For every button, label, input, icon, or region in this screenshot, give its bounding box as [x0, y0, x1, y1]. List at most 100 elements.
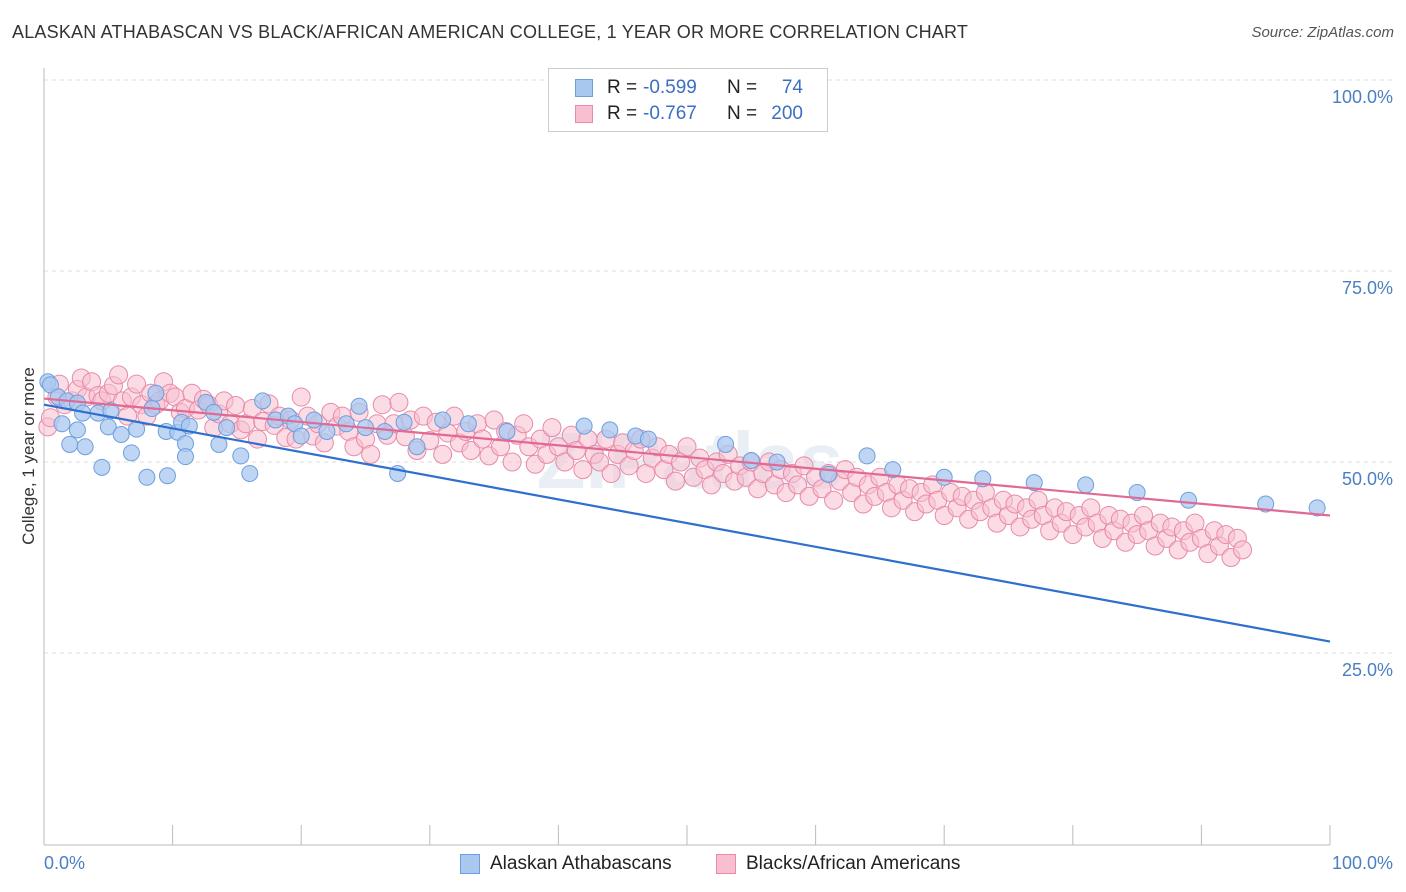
point-alaskan-athabascan — [1077, 476, 1095, 494]
point-alaskan-athabascan — [122, 444, 140, 462]
point-alaskan-athabascan — [93, 458, 111, 476]
point-alaskan-athabascan — [350, 397, 368, 415]
grid-lines — [44, 79, 1396, 654]
point-alaskan-athabascan — [218, 419, 236, 437]
legend-swatch-athabascan — [575, 79, 593, 97]
point-alaskan-athabascan — [408, 438, 426, 456]
legend-label: Alaskan Athabascans — [490, 853, 672, 874]
point-alaskan-athabascan — [717, 435, 735, 453]
point-alaskan-athabascan — [147, 384, 165, 402]
point-alaskan-athabascan — [1308, 499, 1326, 517]
x-tick-label-min: 0.0% — [44, 853, 85, 873]
point-alaskan-athabascan — [102, 402, 120, 420]
point-alaskan-athabascan — [241, 464, 259, 482]
n-label: N = — [727, 77, 758, 98]
point-black-african-american — [1233, 540, 1253, 560]
trend-line-athabascan — [43, 403, 1331, 643]
point-black-african-american — [109, 365, 129, 385]
point-black-african-american — [677, 437, 697, 457]
point-alaskan-athabascan — [601, 421, 619, 439]
point-black-african-american — [389, 392, 409, 412]
legend-swatch-black — [575, 105, 593, 123]
n-value: 200 — [771, 103, 803, 124]
point-alaskan-athabascan — [395, 413, 413, 431]
y-axis-label: College, 1 year or more — [19, 367, 38, 545]
point-alaskan-athabascan — [858, 447, 876, 465]
point-alaskan-athabascan — [76, 438, 94, 456]
point-black-african-american — [665, 471, 685, 491]
series-legend: Alaskan Athabascans Blacks/African Ameri… — [0, 852, 1406, 878]
point-black-african-american — [484, 410, 504, 430]
point-alaskan-athabascan — [292, 427, 310, 445]
point-black-african-american — [502, 452, 522, 472]
trend-lines — [43, 397, 1331, 643]
point-black-african-american — [433, 444, 453, 464]
point-black-african-american — [601, 463, 621, 483]
axes — [43, 68, 1331, 846]
point-black-african-american — [824, 490, 844, 510]
chart-title: ALASKAN ATHABASCAN VS BLACK/AFRICAN AMER… — [12, 22, 969, 42]
point-alaskan-athabascan — [254, 392, 272, 410]
point-alaskan-athabascan — [205, 403, 223, 421]
point-alaskan-athabascan — [53, 415, 71, 433]
point-alaskan-athabascan — [639, 430, 657, 448]
y-tick-label: 75.0% — [1342, 278, 1393, 298]
point-alaskan-athabascan — [498, 422, 516, 440]
legend-swatch-black — [716, 854, 736, 874]
source-credit: Source: ZipAtlas.com — [1251, 24, 1394, 41]
point-alaskan-athabascan — [1257, 495, 1275, 513]
x-tick-label-max: 100.0% — [1332, 853, 1393, 873]
point-black-african-american — [291, 387, 311, 407]
r-label: R = — [607, 103, 638, 124]
point-black-african-american — [590, 452, 610, 472]
r-value: -0.599 — [643, 77, 697, 98]
point-black-african-american — [555, 452, 575, 472]
point-alaskan-athabascan — [41, 376, 59, 394]
legend-row-black: R = -0.767 N = 200 — [549, 101, 827, 127]
point-alaskan-athabascan — [138, 468, 156, 486]
point-alaskan-athabascan — [232, 447, 250, 465]
point-black-african-american — [372, 395, 392, 415]
legend-swatch-athabascan — [460, 854, 480, 874]
point-alaskan-athabascan — [1025, 474, 1043, 492]
point-alaskan-athabascan — [376, 422, 394, 440]
n-label: N = — [727, 103, 758, 124]
point-black-african-american — [542, 418, 562, 438]
point-black-african-american — [701, 475, 721, 495]
point-alaskan-athabascan — [68, 421, 86, 439]
data-points — [38, 365, 1326, 567]
y-tick-label: 25.0% — [1342, 660, 1393, 680]
point-black-african-american — [461, 441, 481, 461]
tick-labels: 25.0% 50.0% 75.0% 100.0% 0.0% 100.0% — [44, 87, 1393, 873]
point-black-african-american — [573, 460, 593, 480]
point-alaskan-athabascan — [1180, 491, 1198, 509]
point-black-african-american — [226, 395, 246, 415]
r-label: R = — [607, 77, 638, 98]
n-value: 74 — [781, 77, 803, 98]
point-black-african-american — [361, 444, 381, 464]
legend-row-athabascan: R = -0.599 N = 74 — [549, 75, 827, 101]
legend-label: Blacks/African Americans — [746, 853, 961, 874]
point-alaskan-athabascan — [575, 417, 593, 435]
point-black-african-american — [514, 414, 534, 434]
point-alaskan-athabascan — [434, 411, 452, 429]
point-alaskan-athabascan — [337, 415, 355, 433]
y-tick-label: 50.0% — [1342, 469, 1393, 489]
point-alaskan-athabascan — [768, 453, 786, 471]
point-black-african-american — [127, 374, 147, 394]
point-alaskan-athabascan — [305, 411, 323, 429]
point-alaskan-athabascan — [158, 467, 176, 485]
r-value: -0.767 — [643, 103, 697, 124]
point-alaskan-athabascan — [935, 468, 953, 486]
point-alaskan-athabascan — [112, 425, 130, 443]
correlation-legend: R = -0.599 N = 74 R = -0.767 N = 200 — [548, 68, 828, 132]
point-alaskan-athabascan — [176, 448, 194, 466]
trend-line-black — [43, 397, 1331, 517]
point-alaskan-athabascan — [459, 415, 477, 433]
point-alaskan-athabascan — [742, 451, 760, 469]
point-alaskan-athabascan — [884, 461, 902, 479]
point-alaskan-athabascan — [61, 435, 79, 453]
y-tick-label: 100.0% — [1332, 87, 1393, 107]
point-black-african-american — [788, 475, 808, 495]
